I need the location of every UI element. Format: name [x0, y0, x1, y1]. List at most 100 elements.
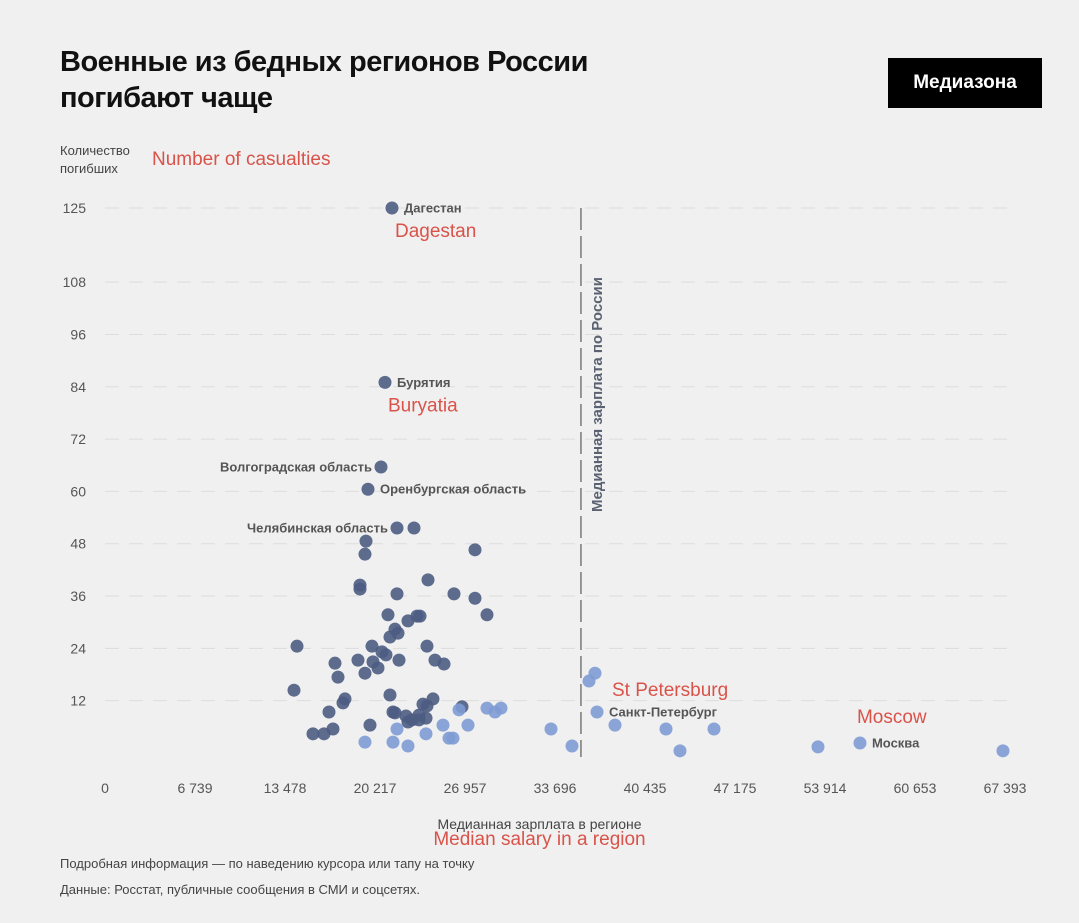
data-point[interactable] [565, 739, 579, 753]
data-point[interactable] [707, 722, 721, 736]
hint-note: Подробная информация — по наведению курс… [60, 856, 475, 871]
y-tick-label: 84 [70, 379, 86, 395]
data-point[interactable] [446, 731, 460, 745]
y-axis-title: Количество погибших [60, 143, 130, 176]
data-point[interactable] [331, 670, 345, 684]
data-point[interactable] [358, 666, 372, 680]
data-point[interactable] [853, 736, 867, 750]
data-point[interactable] [401, 614, 415, 628]
data-point[interactable] [390, 722, 404, 736]
data-point[interactable] [386, 735, 400, 749]
point-label: Дагестан [404, 201, 462, 216]
data-point[interactable] [588, 666, 602, 680]
data-point[interactable] [388, 706, 402, 720]
data-point[interactable] [468, 543, 482, 557]
x-tick-label: 0 [101, 780, 109, 796]
x-axis-title: Медианная зарплата в регионе [437, 816, 642, 832]
data-point[interactable] [494, 701, 508, 715]
data-point[interactable] [420, 699, 434, 713]
mediazona-logo[interactable]: Медиазона [888, 58, 1042, 108]
data-point[interactable] [673, 744, 687, 758]
data-point[interactable] [412, 708, 426, 722]
source-note: Данные: Росстат, публичные сообщения в С… [60, 882, 420, 897]
y-tick-label: 24 [70, 640, 86, 656]
point-label: Волгоградская область [220, 459, 372, 474]
data-point[interactable] [322, 705, 336, 719]
data-point[interactable] [452, 703, 466, 717]
data-point[interactable] [351, 653, 365, 667]
data-point[interactable] [358, 547, 372, 561]
data-point[interactable] [374, 460, 388, 474]
page-title: Военные из бедных регионов России погиба… [60, 46, 588, 114]
point-annotation: St Petersburg [612, 680, 728, 701]
y-tick-label: 72 [70, 431, 86, 447]
data-point[interactable] [413, 609, 427, 623]
data-point[interactable] [468, 591, 482, 605]
data-point[interactable] [480, 608, 494, 622]
data-point[interactable] [401, 715, 415, 729]
data-point[interactable] [371, 661, 385, 675]
data-point[interactable] [419, 727, 433, 741]
point-annotation: Buryatia [388, 395, 458, 416]
point-label: Москва [872, 735, 920, 750]
data-point[interactable] [361, 482, 375, 496]
data-point[interactable] [608, 718, 622, 732]
data-point[interactable] [447, 587, 461, 601]
data-point[interactable] [365, 639, 379, 653]
data-point[interactable] [390, 521, 404, 535]
point-annotation: Dagestan [395, 221, 476, 242]
data-point[interactable] [659, 722, 673, 736]
data-point[interactable] [385, 201, 399, 215]
x-tick-label: 26 957 [444, 780, 487, 796]
data-point[interactable] [392, 653, 406, 667]
point-annotation: Moscow [857, 707, 927, 728]
point-label: Челябинская область [247, 521, 388, 536]
data-point[interactable] [290, 639, 304, 653]
data-point[interactable] [461, 718, 475, 732]
data-point[interactable] [436, 718, 450, 732]
y-tick-label: 125 [63, 200, 87, 216]
data-point[interactable] [306, 727, 320, 741]
data-point[interactable] [336, 696, 350, 710]
data-point[interactable] [421, 573, 435, 587]
point-label: Оренбургская область [380, 482, 526, 497]
data-point[interactable] [287, 683, 301, 697]
data-point[interactable] [379, 648, 393, 662]
data-point[interactable] [383, 688, 397, 702]
data-point[interactable] [390, 587, 404, 601]
x-tick-label: 40 435 [624, 780, 667, 796]
y-tick-label: 96 [70, 326, 86, 342]
data-point[interactable] [996, 744, 1010, 758]
point-label: Бурятия [397, 375, 451, 390]
data-point[interactable] [317, 727, 331, 741]
data-point[interactable] [381, 608, 395, 622]
median-salary-label: Медианная зарплата по России [589, 277, 606, 512]
x-tick-label: 67 393 [984, 780, 1027, 796]
y-axis-title-en: Number of casualties [152, 149, 331, 170]
data-point[interactable] [401, 739, 415, 753]
data-point[interactable] [363, 718, 377, 732]
x-tick-label: 6 739 [177, 780, 212, 796]
data-point[interactable] [358, 735, 372, 749]
data-point[interactable] [359, 534, 373, 548]
data-point[interactable] [353, 582, 367, 596]
x-tick-label: 53 914 [804, 780, 847, 796]
data-point[interactable] [407, 521, 421, 535]
point-label: Санкт-Петербург [609, 705, 718, 720]
x-tick-label: 47 175 [714, 780, 757, 796]
data-point[interactable] [437, 657, 451, 671]
data-point[interactable] [383, 630, 397, 644]
y-tick-label: 48 [70, 536, 86, 552]
data-point[interactable] [811, 740, 825, 754]
data-point[interactable] [420, 639, 434, 653]
data-point[interactable] [328, 656, 342, 670]
x-tick-label: 13 478 [264, 780, 307, 796]
data-point[interactable] [590, 705, 604, 719]
data-point[interactable] [378, 375, 392, 389]
y-tick-label: 60 [70, 483, 86, 499]
data-point[interactable] [544, 722, 558, 736]
x-tick-label: 60 653 [894, 780, 937, 796]
x-tick-label: 20 217 [354, 780, 397, 796]
y-tick-label: 108 [63, 274, 87, 290]
